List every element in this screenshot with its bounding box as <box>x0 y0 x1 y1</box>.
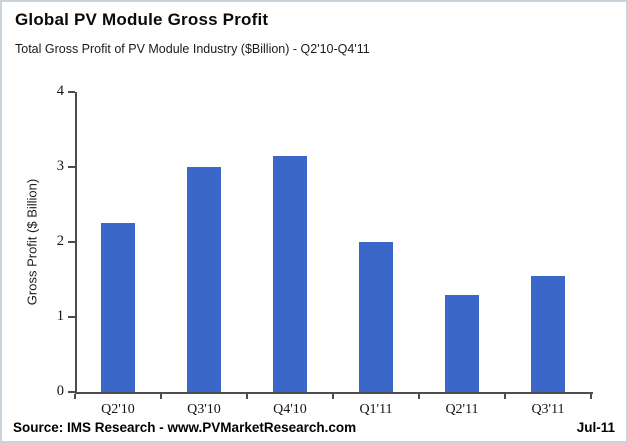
y-tick-label: 1 <box>56 308 64 324</box>
source-text: Source: IMS Research - www.PVMarketResea… <box>13 420 357 435</box>
y-axis-label: Gross Profit ($ Billion) <box>24 178 40 306</box>
plot-region <box>75 92 593 394</box>
x-axis-label: Q4'10 <box>273 402 307 417</box>
y-tick-mark <box>68 241 75 243</box>
x-tick-mark <box>74 394 76 399</box>
chart-title: Global PV Module Gross Profit <box>15 10 269 29</box>
y-tick-mark <box>68 166 75 168</box>
x-axis-label: Q1'11 <box>359 402 393 417</box>
x-axis-label: Q2'10 <box>101 402 135 417</box>
x-tick-mark <box>332 394 334 399</box>
y-tick-mark <box>68 316 75 318</box>
x-tick-mark <box>418 394 420 399</box>
y-tick-mark <box>68 91 75 93</box>
chart-footer: Source: IMS Research - www.PVMarketResea… <box>13 420 615 435</box>
y-tick-label: 0 <box>56 383 64 399</box>
y-tick-label: 4 <box>56 83 64 99</box>
x-tick-mark <box>504 394 506 399</box>
x-axis-label: Q3'11 <box>531 402 565 417</box>
chart-subtitle: Total Gross Profit of PV Module Industry… <box>15 42 370 56</box>
x-tick-mark <box>246 394 248 399</box>
x-axis-label: Q2'11 <box>445 402 479 417</box>
report-date: Jul-11 <box>576 420 615 435</box>
x-axis-label: Q3'10 <box>187 402 221 417</box>
y-tick-label: 3 <box>56 158 64 174</box>
x-tick-mark <box>590 394 592 399</box>
y-tick-mark <box>68 391 75 393</box>
x-tick-mark <box>160 394 162 399</box>
